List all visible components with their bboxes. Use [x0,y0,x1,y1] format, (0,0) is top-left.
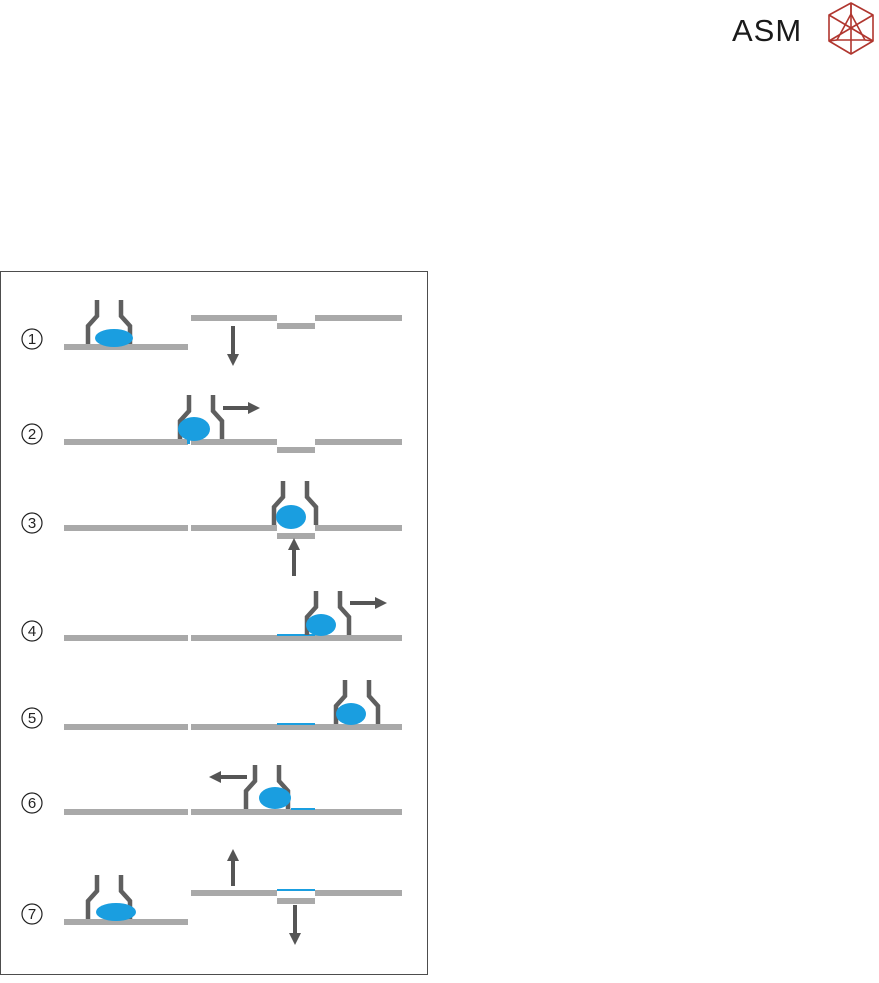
right-plate-right [315,439,402,445]
arrow-down-head [289,933,301,945]
nozzle-wall-left [85,875,100,919]
logo-polyhedron-icon [828,2,874,55]
nozzle-wall-left [271,481,286,525]
liquid-drop [259,787,291,809]
liquid-film [291,808,315,810]
liquid-drop [96,903,136,921]
liquid-film [277,723,315,725]
arrow-right-head [375,597,387,609]
pocket-slider [277,533,315,539]
step-2: 2 [21,395,402,453]
right-plate-left [191,890,277,896]
step-number: 3 [28,515,36,532]
liquid-drop [95,329,133,347]
right-plate-right [315,890,402,896]
liquid-film [277,634,315,636]
right-plate-right [315,809,402,815]
step-number-circle [21,792,43,814]
step-6: 6 [21,765,402,815]
liquid-bridge [187,437,190,444]
right-plate-left [191,635,277,641]
nozzle-wall-right [366,680,381,724]
step-number-circle [21,903,43,925]
right-plate-right [315,724,402,730]
nozzle-wall-left [333,680,348,724]
left-plate [64,525,188,531]
right-plate-left [191,439,277,445]
right-plate-left [191,315,277,321]
step-7: 7 [21,849,402,945]
nozzle-wall-left [85,300,100,344]
left-plate [64,344,188,350]
nozzle-wall-right [337,591,352,635]
left-plate [64,439,188,445]
pocket-slider [277,809,315,815]
pocket-slider [277,635,315,641]
nozzle-wall-left [243,765,258,809]
left-plate [64,724,188,730]
pocket-slider [277,323,315,329]
left-plate [64,809,188,815]
right-plate-left [191,809,277,815]
right-plate-right [315,525,402,531]
step-number: 6 [28,795,36,812]
pocket-slider [277,724,315,730]
logo-wordmark: ASM [732,13,803,48]
step-number: 2 [28,426,36,443]
liquid-drop [178,417,210,441]
nozzle-wall-right [304,481,319,525]
step-number: 7 [28,906,36,923]
step-number-circle [21,328,43,350]
left-plate [64,635,188,641]
step-5: 5 [21,680,402,730]
step-number-circle [21,423,43,445]
step-number: 5 [28,710,36,727]
liquid-drop [276,505,306,529]
step-number-circle [21,620,43,642]
arrow-right-head [248,402,260,414]
nozzle-wall-right [210,395,225,439]
left-plate [64,919,188,925]
arrow-left-head [209,771,221,783]
step-number: 1 [28,331,36,348]
step-number-circle [21,707,43,729]
liquid-drop [306,614,336,636]
arrow-down-head [227,354,239,366]
step-4: 4 [21,591,402,642]
step-number-circle [21,512,43,534]
arrow-up-head [288,538,300,550]
right-plate-right [315,635,402,641]
right-plate-left [191,724,277,730]
process-steps-svg: 1 2 3 4 5 6 7 [21,300,402,945]
step-1: 1 [21,300,402,366]
pocket-slider [277,898,315,904]
step-number: 4 [28,623,36,640]
dispensing-process-diagram: 1 2 3 4 5 6 7 [0,271,428,975]
pocket-slider [277,447,315,453]
arrow-up-head [227,849,239,861]
step-3: 3 [21,481,402,576]
asm-logo: ASM [729,0,879,60]
right-plate-left [191,525,277,531]
right-plate-right [315,315,402,321]
liquid-drop [336,703,366,725]
liquid-film [277,889,315,891]
